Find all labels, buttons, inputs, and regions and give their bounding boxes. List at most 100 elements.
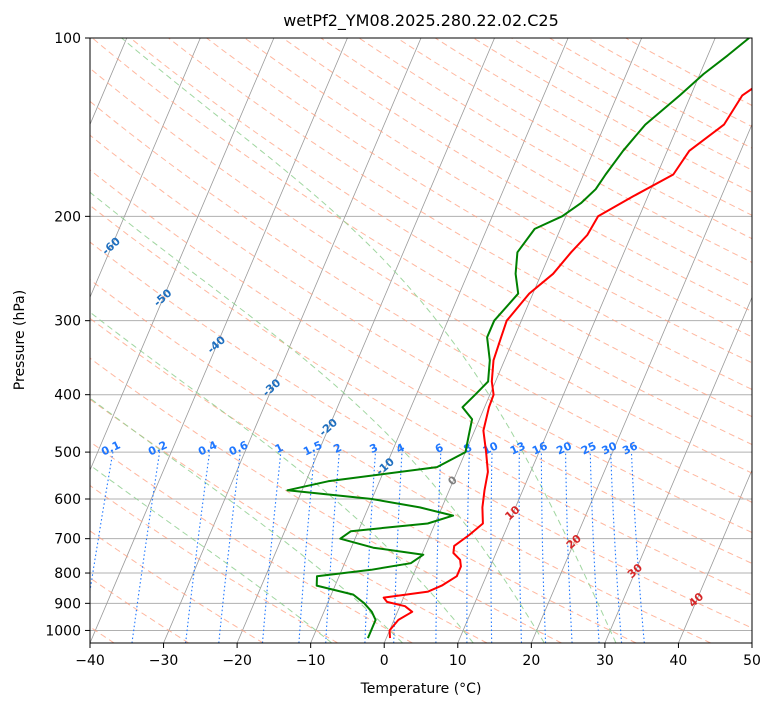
y-tick-label: 900 — [54, 596, 81, 612]
mixing-ratio-line — [131, 452, 161, 643]
dry-adiabat-line — [90, 204, 752, 596]
x-tick-label: −20 — [222, 653, 252, 669]
background-lines — [90, 38, 752, 643]
dry-adiabat-line — [91, 38, 752, 446]
moist-adiabat-line — [90, 464, 333, 643]
dry-adiabat-line — [90, 67, 752, 474]
x-tick-label: 10 — [449, 653, 467, 669]
mixing-ratio-label: 30 — [600, 439, 620, 457]
x-tick-label: −10 — [296, 653, 326, 669]
dry-adiabat-line — [90, 441, 413, 643]
dry-adiabat-line — [244, 38, 752, 338]
dewpoint-profile-line — [286, 38, 750, 639]
dry-adiabat-line — [168, 38, 752, 390]
isotherm-line — [383, 38, 643, 643]
y-tick-label: 1000 — [45, 623, 81, 639]
dry-adiabat-line — [90, 169, 752, 564]
isotherm-label: -20 — [317, 416, 341, 439]
y-tick-label: 400 — [54, 388, 81, 404]
x-tick-label: 0 — [380, 653, 389, 669]
mixing-ratio-label: 25 — [579, 439, 598, 457]
mixing-ratio-line — [518, 452, 523, 643]
mixing-ratio-line — [589, 452, 600, 643]
isotherm-label: -30 — [260, 376, 284, 399]
moist-adiabat-line — [90, 311, 474, 643]
dry-adiabat-line — [90, 484, 339, 643]
isotherm-line — [90, 38, 201, 299]
isotherm-line — [604, 296, 752, 643]
plot-frame — [89, 37, 753, 644]
isotherm-label: -80 — [0, 139, 17, 162]
mixing-ratio-label: 16 — [530, 439, 550, 457]
dry-adiabat-line — [90, 357, 562, 643]
isotherm-line — [236, 38, 495, 643]
y-tick-label: 300 — [54, 314, 81, 330]
mixing-ratio-label: 10 — [481, 439, 501, 457]
mixing-ratio-line — [185, 452, 211, 643]
dry-adiabat-line — [90, 317, 637, 643]
mixing-ratio-label: 0.1 — [99, 438, 122, 458]
dry-adiabat-line — [320, 38, 752, 288]
x-axis-label: Temperature (°C) — [360, 681, 482, 697]
mixing-ratio-label: 36 — [620, 439, 640, 457]
mixing-ratio-line — [610, 452, 623, 643]
x-tick-label: 20 — [522, 653, 540, 669]
isotherm-line — [530, 123, 752, 643]
mixing-ratio-label: 1.5 — [301, 438, 324, 458]
y-tick-label: 100 — [54, 31, 81, 47]
dry-adiabat-line — [358, 38, 752, 264]
temperature-profile-line — [382, 87, 752, 639]
chart-title: wetPf2_YM08.2025.280.22.02.C25 — [283, 11, 559, 31]
x-tick-label: −30 — [149, 653, 179, 669]
mixing-ratio-line — [466, 452, 470, 643]
mixing-ratio-label: 6 — [433, 441, 446, 456]
y-tick-label: 200 — [54, 209, 81, 225]
x-tick-label: −40 — [75, 653, 105, 669]
isotherm-label: 30 — [625, 561, 645, 581]
moist-adiabat-line — [121, 38, 617, 643]
dry-adiabat-line — [625, 38, 752, 107]
isotherm-line — [457, 38, 716, 643]
dry-adiabat-line — [90, 134, 752, 534]
dry-adiabat-line — [282, 38, 752, 313]
isotherm-line — [751, 641, 752, 643]
moist-adiabat-line — [90, 191, 545, 643]
mixing-ratio-label: 13 — [508, 439, 527, 457]
line-labels: 0.10.20.40.611.52346810131620253036-100-… — [0, 139, 706, 611]
mixing-ratio-line — [490, 452, 493, 643]
mixing-ratio-line — [435, 452, 442, 643]
dry-adiabat-line — [473, 38, 752, 194]
dry-adiabat-line — [549, 38, 752, 149]
isotherm-label: -60 — [99, 235, 123, 258]
isotherm-line — [678, 469, 752, 643]
dry-adiabat-line — [90, 241, 752, 629]
dry-adiabat-line — [90, 577, 189, 643]
x-tick-label: 30 — [596, 653, 614, 669]
y-axis-label: Pressure (hPa) — [12, 290, 28, 390]
x-tick-label: 40 — [670, 653, 688, 669]
x-tick-label: 50 — [743, 653, 761, 669]
mixing-ratio-line — [218, 452, 241, 643]
isotherm-label: 40 — [686, 590, 706, 610]
isotherm-line — [90, 38, 348, 643]
dry-adiabat-line — [90, 100, 752, 503]
x-axis-ticks: −40 −30 −20 −10 0 10 20 30 40 50 — [75, 643, 761, 669]
isotherm-line — [90, 38, 275, 472]
y-axis-ticks: 100 200 300 400 500 600 700 800 900 1000 — [45, 31, 90, 639]
dry-adiabat-line — [130, 38, 752, 418]
dry-adiabat-line — [90, 279, 712, 643]
isotherm-label: -50 — [151, 286, 175, 309]
y-tick-label: 800 — [54, 566, 81, 582]
mixing-ratio-line — [90, 452, 114, 595]
mixing-ratio-line — [630, 452, 645, 643]
mixing-ratio-label: 2 — [331, 441, 343, 456]
profile-lines — [286, 38, 752, 639]
mixing-ratio-line — [298, 452, 316, 643]
isotherm-line — [163, 38, 422, 643]
dry-adiabat-line — [434, 38, 752, 216]
mixing-ratio-line — [261, 452, 282, 643]
dry-adiabat-line — [90, 398, 488, 643]
dry-adiabat-line — [587, 38, 752, 128]
isotherm-label: -40 — [205, 333, 229, 356]
